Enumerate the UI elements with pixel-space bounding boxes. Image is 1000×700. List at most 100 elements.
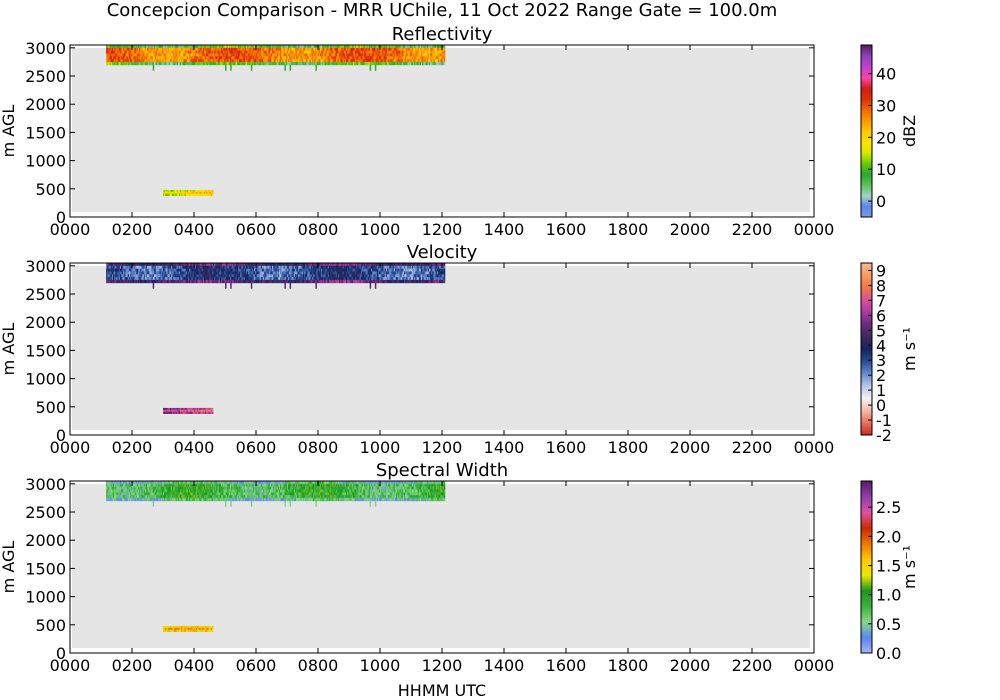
data-cell [442,47,445,52]
data-cell [140,59,142,63]
data-cell [367,265,370,270]
data-cell [440,53,442,57]
data-cell [396,268,398,272]
data-cell [432,268,434,272]
data-cell [311,263,314,267]
data-cell [285,263,288,267]
data-cell [277,56,280,60]
data-cell [299,274,301,278]
data-cell [302,274,305,278]
data-cell [172,265,174,270]
data-cell [338,271,340,275]
data-cell [194,409,197,413]
data-cell [369,59,372,63]
data-cell [334,59,337,63]
data-cell [176,407,179,411]
data-cell [322,277,324,281]
data-cell [134,59,137,63]
data-cell [183,193,185,196]
data-cell [334,265,337,270]
data-cell [377,274,380,278]
data-cell [349,265,351,270]
data-cell [231,271,233,275]
data-cell [182,59,184,63]
data-cell [193,279,196,284]
colorbar-band [861,46,872,49]
data-cell [181,61,183,66]
data-cell [176,50,179,54]
data-cell [251,47,254,52]
data-cell [333,59,336,63]
data-cell [432,47,434,52]
colorbar-band [861,422,872,425]
data-cell [394,265,397,270]
data-cell [180,263,182,267]
data-cell [439,61,441,66]
data-cell [253,47,256,52]
data-cell [112,263,115,267]
data-cell [181,277,183,281]
data-cell [120,489,123,493]
data-cell [205,268,207,272]
data-cell [106,279,108,284]
data-cell [303,279,306,284]
data-cell [257,61,259,66]
data-cell [346,277,348,281]
data-cell [224,263,226,267]
data-cell [118,50,121,54]
data-cell [398,263,400,267]
data-cell [272,56,274,60]
data-cell [222,59,224,63]
data-cell [436,265,439,270]
data-cell [120,486,123,490]
data-cell [136,56,139,60]
data-cell [269,50,272,54]
data-cell [225,53,228,57]
data-cell [188,59,190,63]
data-cell [342,53,345,57]
colorbar-band [861,65,872,67]
data-cell [253,50,256,54]
data-cell [380,45,382,49]
data-cell [275,45,278,49]
data-cell [400,271,403,275]
data-cell [298,265,300,270]
data-cell [346,59,348,63]
data-cell [140,279,142,284]
data-cell [375,277,378,281]
data-cell [291,279,293,284]
data-cell [227,263,230,267]
data-cell [297,265,299,270]
data-cell [399,263,401,267]
data-cell [384,45,387,49]
data-cell [261,274,264,278]
data-cell [273,277,275,281]
data-cell [202,53,205,57]
data-cell [349,59,351,63]
data-cell [428,263,431,267]
data-cell [188,411,190,414]
data-cell [334,47,337,52]
data-cell [357,50,359,54]
data-cell [386,268,389,272]
data-cell [373,47,375,52]
data-cell [284,274,287,278]
data-cell [199,407,201,411]
data-cell [423,61,425,66]
data-cell [423,50,425,54]
data-cell [295,268,298,272]
data-cell [220,279,223,284]
data-cell [203,47,206,52]
data-cell [432,59,434,63]
data-cell [170,59,173,63]
data-cell [363,265,365,270]
data-cell [350,277,353,281]
data-cell [117,59,120,63]
data-cell [216,47,218,52]
data-cell [265,50,267,54]
data-cell [314,53,316,57]
data-cell [156,45,158,49]
data-cell [343,47,346,52]
data-cell [391,271,394,275]
data-cell [360,268,363,272]
